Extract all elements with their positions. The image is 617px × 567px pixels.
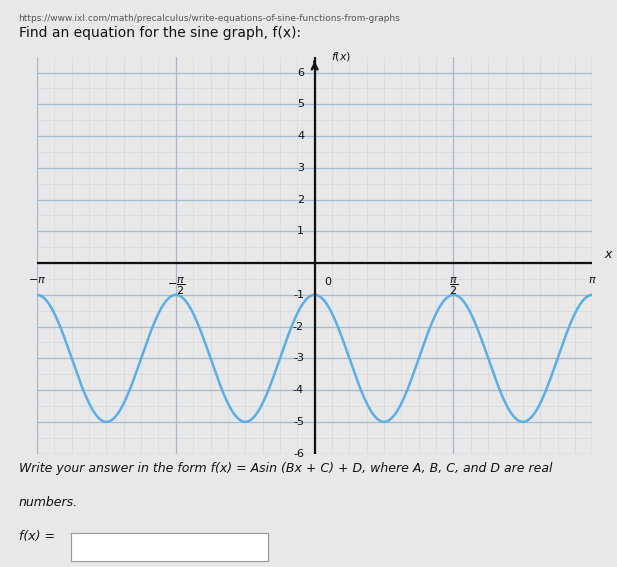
Text: Write your answer in the form f(x) = Asin (Bx + C) + D, where A, B, C, and D are: Write your answer in the form f(x) = Asi…: [19, 462, 552, 475]
Text: $-\pi$: $-\pi$: [28, 275, 46, 285]
Text: f(x) =: f(x) =: [19, 530, 54, 543]
Text: -2: -2: [293, 321, 304, 332]
Text: 1: 1: [297, 226, 304, 236]
Text: numbers.: numbers.: [19, 496, 78, 509]
Text: 6: 6: [297, 67, 304, 78]
Text: -6: -6: [293, 448, 304, 459]
Text: 3: 3: [297, 163, 304, 173]
Text: $\dfrac{\pi}{2}$: $\dfrac{\pi}{2}$: [449, 275, 458, 297]
Text: 4: 4: [297, 131, 304, 141]
Text: -4: -4: [293, 385, 304, 395]
Text: -5: -5: [293, 417, 304, 427]
Text: 2: 2: [297, 194, 304, 205]
Text: $f(x)$: $f(x)$: [331, 50, 351, 63]
Text: 5: 5: [297, 99, 304, 109]
Text: Find an equation for the sine graph, f(x):: Find an equation for the sine graph, f(x…: [19, 26, 300, 40]
Text: $-\dfrac{\pi}{2}$: $-\dfrac{\pi}{2}$: [167, 275, 185, 297]
Text: $x$: $x$: [604, 248, 614, 261]
Text: $\pi$: $\pi$: [588, 275, 597, 285]
Text: -3: -3: [293, 353, 304, 363]
Text: -1: -1: [293, 290, 304, 300]
Text: $0$: $0$: [323, 275, 332, 287]
Text: https://www.ixl.com/math/precalculus/write-equations-of-sine-functions-from-grap: https://www.ixl.com/math/precalculus/wri…: [19, 14, 400, 23]
